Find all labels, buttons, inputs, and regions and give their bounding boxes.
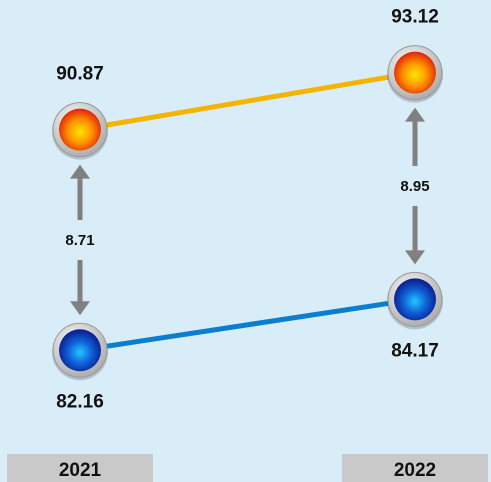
series-lines bbox=[77, 70, 418, 353]
marker-1-2021 bbox=[59, 108, 101, 151]
value-label-1-2022: 93.12 bbox=[391, 7, 439, 28]
category-axis: 2021 2022 bbox=[7, 454, 488, 482]
series-line-1 bbox=[77, 70, 418, 133]
value-label-2-2021: 82.16 bbox=[56, 391, 104, 412]
category-label-2021: 2021 bbox=[59, 460, 102, 481]
marker-2-2021 bbox=[59, 329, 101, 372]
data-markers bbox=[52, 45, 443, 381]
value-labels: 90.87 93.12 82.16 84.17 bbox=[56, 7, 439, 413]
arrow-down-head-2022 bbox=[405, 250, 425, 265]
marker-1-2022 bbox=[394, 51, 436, 94]
series-line-2 bbox=[77, 296, 418, 353]
category-box-2022 bbox=[342, 454, 488, 482]
arrow-up-head-2022 bbox=[405, 107, 425, 122]
category-label-2022: 2022 bbox=[394, 460, 436, 481]
arrow-down-head-2021 bbox=[70, 301, 90, 316]
value-label-2-2022: 84.17 bbox=[391, 340, 439, 361]
difference-label-2021: 8.71 bbox=[65, 232, 94, 249]
value-label-1-2021: 90.87 bbox=[56, 64, 104, 85]
difference-label-2022: 8.95 bbox=[400, 178, 429, 195]
marker-2-2022 bbox=[394, 278, 436, 321]
difference-arrows: 8.71 8.95 bbox=[65, 107, 430, 316]
category-box-2021 bbox=[7, 454, 153, 482]
arrow-up-head-2021 bbox=[70, 164, 90, 179]
